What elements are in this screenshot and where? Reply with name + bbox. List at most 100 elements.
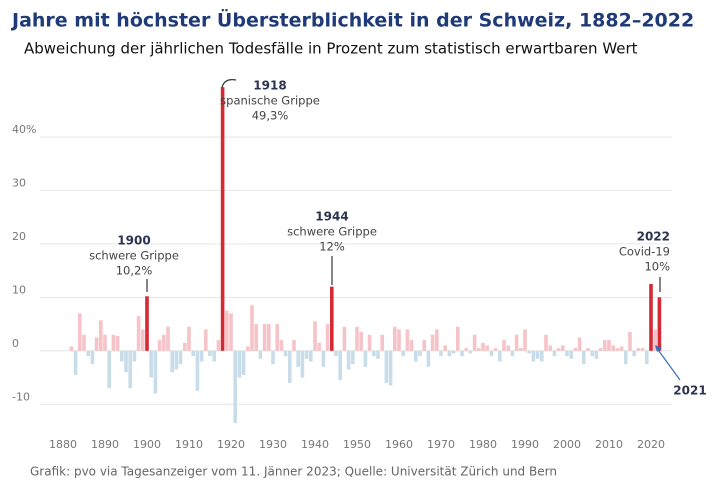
bar	[271, 350, 275, 365]
bar	[103, 334, 107, 351]
x-tick-label: 1910	[175, 438, 203, 451]
source: Grafik: pvo via Tagesanzeiger vom 11. Jä…	[30, 465, 557, 479]
bar	[330, 286, 334, 351]
bar	[334, 350, 338, 357]
annotation-text: Covid-19	[619, 245, 670, 259]
bar	[380, 334, 384, 351]
bar	[615, 348, 620, 351]
x-tick-label: 1980	[469, 438, 497, 451]
annotation-text: 10%	[644, 260, 670, 274]
bar	[166, 326, 170, 351]
bar	[506, 345, 510, 351]
bar	[90, 350, 95, 365]
annotation-text: spanische Grippe	[220, 94, 320, 108]
bar	[107, 350, 111, 389]
bar	[535, 350, 540, 359]
bar	[582, 350, 586, 365]
bar	[430, 334, 435, 351]
bar	[162, 334, 166, 351]
bar	[493, 348, 498, 351]
bar	[561, 345, 565, 351]
y-tick-label: 0	[12, 337, 19, 350]
y-tick-label: 10	[12, 283, 26, 296]
bar	[502, 340, 506, 351]
x-tick-label: 2000	[553, 438, 581, 451]
x-tick-label: 1930	[259, 438, 287, 451]
bar	[304, 350, 309, 359]
bar	[309, 350, 313, 362]
annotation-text: 49,3%	[252, 109, 289, 123]
bar	[363, 350, 368, 367]
annotation-text: 10,2%	[116, 264, 153, 278]
bar	[111, 334, 116, 351]
x-tick-label: 1970	[427, 438, 455, 451]
annotation-leader	[221, 79, 237, 89]
bar	[86, 350, 90, 357]
bar	[649, 283, 653, 351]
bar	[405, 329, 410, 351]
bar	[174, 350, 179, 370]
x-tick-label: 1940	[301, 438, 329, 451]
bar	[636, 348, 641, 351]
bar	[519, 348, 523, 351]
bar	[409, 340, 414, 351]
bar	[132, 350, 137, 362]
bar	[338, 350, 342, 381]
bar	[208, 350, 212, 357]
bar	[153, 350, 158, 394]
x-tick-label: 2020	[637, 438, 665, 451]
bar	[544, 334, 548, 351]
bar	[565, 350, 569, 357]
bar	[456, 326, 460, 351]
bar	[229, 313, 233, 351]
bar	[468, 350, 473, 354]
bar	[569, 350, 573, 359]
bar	[246, 346, 250, 351]
bar	[267, 324, 271, 351]
bar	[401, 350, 405, 357]
bar	[586, 348, 590, 351]
bar	[422, 340, 426, 351]
annotation-text: schwere Grippe	[89, 249, 179, 263]
bar	[632, 350, 636, 357]
annotation-text: 12%	[319, 240, 345, 254]
bar	[603, 340, 607, 351]
chart-title: Jahre mit höchster Übersterblichkeit in …	[10, 8, 694, 32]
bar	[426, 350, 431, 367]
bar	[590, 350, 594, 357]
arrow-head	[655, 345, 662, 352]
bar	[460, 350, 464, 357]
bar	[624, 350, 628, 365]
x-tick-label: 1880	[49, 438, 77, 451]
bar	[472, 334, 477, 351]
bar	[342, 326, 347, 351]
bar	[241, 350, 246, 375]
bar	[300, 350, 305, 378]
bar	[313, 321, 317, 351]
bar	[225, 310, 229, 351]
bar	[481, 342, 485, 351]
bar	[283, 350, 288, 357]
bar	[78, 313, 82, 351]
bar	[178, 350, 183, 365]
annotation-year: 1918	[253, 79, 286, 93]
bar	[250, 305, 254, 351]
bar	[351, 350, 355, 365]
bar	[540, 350, 544, 362]
bar	[128, 350, 132, 389]
bar	[443, 345, 447, 351]
bar	[451, 350, 456, 354]
bar	[191, 350, 195, 357]
bar	[510, 350, 515, 357]
bar	[384, 350, 389, 383]
bar	[254, 324, 258, 351]
bar	[149, 350, 153, 378]
annotation-leader	[655, 346, 681, 381]
bar	[317, 342, 321, 351]
bar	[619, 346, 624, 351]
bar	[275, 324, 279, 351]
bar	[498, 350, 502, 362]
bar	[645, 350, 649, 365]
bar	[598, 348, 603, 351]
